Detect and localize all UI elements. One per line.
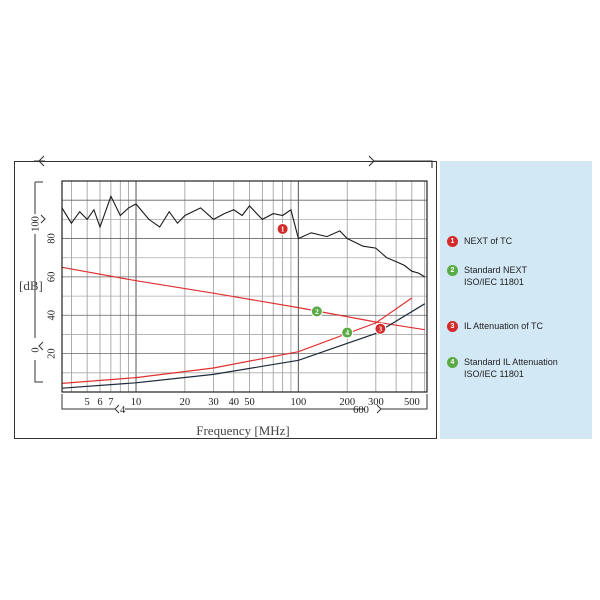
tick-labels: 5 6 7 10 20 30 40 50 100 200 300 500 20 40 60 80 100 0 4 60… [31, 181, 428, 416]
series-standard-next [61, 266, 425, 331]
y-range-bracket [34, 181, 43, 383]
x-tick-label: 20 [180, 397, 191, 408]
legend-marker-icon: 4 [447, 357, 458, 368]
chart-marker-1: 1 [276, 222, 289, 235]
legend-panel: 1 NEXT of TC 2 Standard NEXT ISO/IEC 11801 3 I… [440, 161, 592, 439]
y-tick-label: 60 [47, 272, 58, 283]
legend-item-2: 2 Standard NEXT ISO/IEC 11801 [447, 264, 527, 288]
top-bracket-right [368, 155, 433, 168]
y-range-bottom-label: 0 [31, 347, 42, 352]
chart-marker-label: 4 [345, 328, 349, 337]
y-tick-label: 40 [47, 310, 58, 321]
chart-marker-4: 4 [341, 326, 354, 339]
legend-label: Standard NEXT [464, 265, 528, 275]
x-tick-label: 5 [85, 397, 90, 408]
x-tick-label: 6 [97, 397, 102, 408]
plot-area-border [61, 180, 428, 393]
x-range-right-label: 600 [353, 405, 369, 416]
series-next-tc [61, 194, 425, 278]
legend-marker-icon: 2 [447, 265, 458, 276]
legend-sublabel: ISO/IEC 11801 [464, 277, 524, 287]
y-tick-label: 80 [47, 233, 58, 244]
chart-marker-label: 1 [281, 225, 285, 234]
legend-item-4: 4 Standard IL Attenuation ISO/IEC 11801 [447, 356, 558, 380]
legend-text: Standard IL Attenuation ISO/IEC 11801 [464, 356, 558, 380]
x-range-bracket-left-arrow [114, 404, 120, 414]
legend-sublabel: ISO/IEC 11801 [464, 369, 524, 379]
x-axis-label: Frequency [MHz] [196, 423, 290, 438]
series-standard-il-attenuation [61, 303, 426, 389]
x-tick-label: 500 [404, 397, 420, 408]
legend-marker-icon: 3 [447, 321, 458, 332]
y-axis-label: [dB] [19, 278, 43, 293]
x-tick-label: 100 [290, 397, 306, 408]
y-range-bracket-top-arrow [40, 214, 46, 224]
chart-marker-3: 3 [374, 322, 387, 335]
chart-marker-circle [276, 222, 289, 235]
grid [62, 181, 427, 392]
y-tick-label: 20 [47, 348, 58, 359]
series-layer [61, 194, 426, 389]
chart-marker-circle [310, 305, 323, 318]
x-range-bracket-right-arrow [376, 404, 382, 414]
y-range-bracket-bottom-arrow [38, 341, 44, 351]
chart-marker-circle [374, 322, 387, 335]
legend-label: Standard IL Attenuation [464, 357, 558, 367]
legend-marker-icon: 1 [447, 236, 458, 247]
y-range-top-label: 100 [31, 216, 42, 232]
x-tick-label: 40 [229, 397, 240, 408]
legend-item-3: 3 IL Attenuation of TC [447, 320, 543, 332]
chart-marker-2: 2 [310, 305, 323, 318]
legend-text: IL Attenuation of TC [464, 320, 543, 332]
top-range-bracket [34, 155, 433, 168]
x-range-left-label: 4 [120, 405, 126, 416]
x-tick-label: 50 [244, 397, 255, 408]
top-bracket-line [34, 155, 45, 167]
chart-marker-label: 3 [378, 324, 382, 333]
x-tick-label: 200 [339, 397, 355, 408]
x-tick-label: 10 [131, 397, 142, 408]
legend-text: Standard NEXT ISO/IEC 11801 [464, 264, 527, 288]
legend-item-1: 1 NEXT of TC [447, 235, 512, 247]
series-il-attenuation-tc [61, 297, 413, 384]
x-tick-label: 7 [108, 397, 113, 408]
markers-layer: 1 2 3 4 [276, 222, 387, 339]
legend-label: NEXT of TC [464, 236, 513, 246]
legend-text: NEXT of TC [464, 235, 512, 247]
x-range-bracket [61, 394, 428, 410]
x-tick-label: 300 [368, 397, 384, 408]
x-tick-label: 30 [208, 397, 219, 408]
legend-label: IL Attenuation of TC [464, 321, 544, 331]
chart-marker-circle [341, 326, 354, 339]
chart-marker-label: 2 [315, 307, 319, 316]
